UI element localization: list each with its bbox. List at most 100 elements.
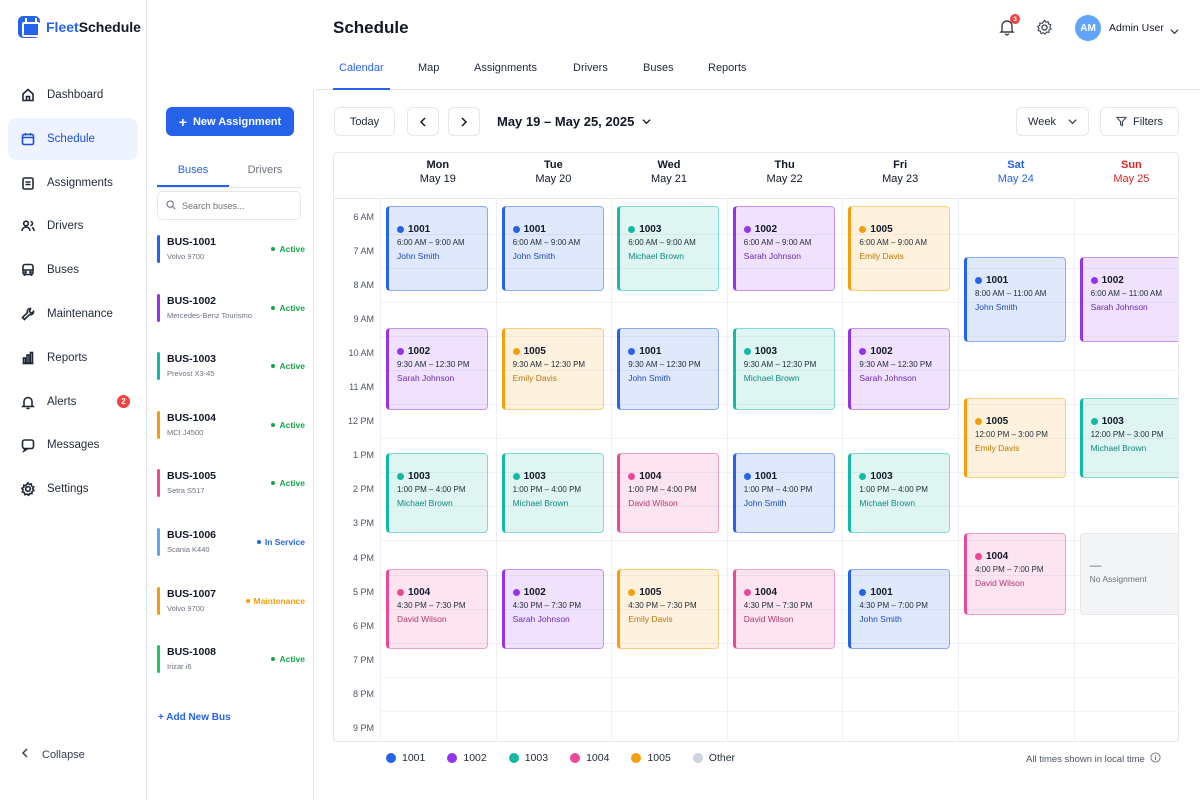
bus-list-item[interactable]: BUS-1005 Setra S517 Active [157, 466, 307, 525]
event-time: 12:00 PM – 3:00 PM [975, 430, 1048, 440]
notifications-button[interactable]: 3 [998, 14, 1020, 36]
day-name: Thu [774, 159, 795, 171]
assignment-event[interactable]: 1004 4:30 PM – 7:30 PM David Wilson [732, 568, 835, 649]
bus-list-item[interactable]: BUS-1006 Scania K440 In Service [157, 525, 307, 584]
assignment-event[interactable]: 1003 1:00 PM – 4:00 PM Michael Brown [501, 452, 604, 533]
brand-name-suffix: Schedule [78, 19, 141, 35]
assignment-event[interactable]: 1004 1:00 PM – 4:00 PM David Wilson [617, 452, 720, 533]
assignment-event[interactable]: 1001 4:30 PM – 7:00 PM John Smith [848, 568, 951, 649]
info-icon[interactable] [1150, 752, 1161, 766]
assignment-event[interactable]: 1003 12:00 PM – 3:00 PM Michael Brown [1079, 398, 1178, 479]
user-name[interactable]: Admin User [1109, 22, 1164, 34]
view-select[interactable]: Week [1016, 107, 1089, 136]
event-time: 8:00 AM – 11:00 AM [975, 288, 1047, 298]
tab-drivers[interactable]: Drivers [573, 62, 608, 74]
tab-assignments[interactable]: Assignments [474, 62, 537, 74]
event-driver: Sarah Johnson [743, 250, 801, 261]
day-name: Sat [1007, 159, 1025, 171]
filters-button[interactable]: Filters [1100, 107, 1179, 136]
hour-gridline [380, 676, 1178, 678]
sidebar-item-schedule[interactable]: Schedule [8, 117, 138, 160]
bus-list-item[interactable]: BUS-1004 MCI J4500 Active [157, 408, 307, 467]
assignment-event[interactable]: 1003 1:00 PM – 4:00 PM Michael Brown [386, 452, 488, 533]
tab-buses[interactable]: Buses [157, 158, 229, 187]
assignment-event[interactable]: 1002 9:30 AM – 12:30 PM Sarah Johnson [848, 328, 951, 411]
brand[interactable]: FleetSchedule [18, 16, 141, 38]
assignment-event[interactable]: 1001 8:00 AM – 11:00 AM John Smith [964, 256, 1066, 342]
prev-week-button[interactable] [407, 107, 439, 136]
assignment-event[interactable]: 1002 9:30 AM – 12:30 PM Sarah Johnson [386, 328, 488, 411]
today-button[interactable]: Today [334, 107, 395, 136]
assignment-event[interactable]: 1001 9:30 AM – 12:30 PM John Smith [617, 328, 720, 411]
gear-icon [20, 481, 36, 497]
page-title: Schedule [333, 18, 409, 37]
day-header-sun: Sun May 25 [1074, 159, 1178, 185]
next-week-button[interactable] [448, 107, 480, 136]
avatar[interactable]: AM [1075, 15, 1101, 41]
day-column-divider [611, 199, 613, 741]
bus-list-item[interactable]: BUS-1002 Mercedes-Benz Tourismo Active [157, 291, 307, 350]
assignment-event[interactable]: 1004 4:30 PM – 7:30 PM David Wilson [386, 568, 488, 649]
status-badge: Active [271, 420, 305, 430]
assignment-event[interactable]: 1005 6:00 AM – 9:00 AM Emily Davis [848, 205, 951, 291]
bus-id: BUS-1005 [167, 470, 217, 483]
event-bus-number: 1004 [397, 587, 487, 598]
sidebar-item-maintenance[interactable]: Maintenance [8, 293, 138, 335]
assignment-event[interactable]: 1005 12:00 PM – 3:00 PM Emily Davis [964, 398, 1066, 479]
event-bus-number: 1004 [628, 471, 718, 482]
assignment-event[interactable]: 1001 1:00 PM – 4:00 PM John Smith [732, 452, 835, 533]
sidebar-item-messages[interactable]: Messages [8, 424, 138, 466]
tab-map[interactable]: Map [418, 62, 440, 74]
bus-list-item[interactable]: BUS-1008 Irizar i6 Active [157, 642, 307, 701]
event-time: 1:00 PM – 4:00 PM [859, 484, 928, 494]
search-input[interactable] [182, 200, 292, 211]
event-time: 6:00 AM – 11:00 AM [1090, 288, 1163, 298]
sidebar-item-drivers[interactable]: Drivers [8, 205, 138, 247]
sidebar-item-reports[interactable]: Reports [8, 337, 138, 379]
assignment-event[interactable]: 1004 4:00 PM – 7:00 PM David Wilson [964, 532, 1066, 615]
bus-model: Volvo 9700 [167, 603, 205, 613]
legend-item: Other [692, 752, 735, 764]
event-bus-number: 1001 [397, 224, 487, 235]
empty-slot[interactable]: — No Assignment [1079, 532, 1178, 615]
assignment-event[interactable]: 1001 6:00 AM – 9:00 AM John Smith [386, 205, 488, 291]
event-time: 9:30 AM – 12:30 PM [512, 360, 586, 370]
tab-reports[interactable]: Reports [708, 62, 747, 74]
tab-drivers[interactable]: Drivers [247, 164, 283, 176]
assignment-event[interactable]: 1003 9:30 AM – 12:30 PM Michael Brown [732, 328, 835, 411]
tab-buses[interactable]: Buses [643, 62, 674, 74]
hour-label: 10 AM [348, 347, 374, 358]
status-badge: Active [271, 361, 305, 371]
tab-calendar[interactable]: Calendar [333, 48, 390, 90]
sidebar-item-alerts[interactable]: Alerts 2 [8, 381, 138, 423]
settings-button[interactable] [1036, 19, 1053, 36]
event-driver: Sarah Johnson [1090, 301, 1148, 312]
assignment-event[interactable]: 1003 6:00 AM – 9:00 AM Michael Brown [617, 205, 720, 291]
assignment-event[interactable]: 1001 6:00 AM – 9:00 AM John Smith [501, 205, 604, 291]
new-assignment-button[interactable]: + New Assignment [166, 107, 294, 136]
hour-label: 8 AM [353, 279, 374, 290]
add-new-bus-link[interactable]: + Add New Bus [158, 712, 231, 723]
sidebar-item-buses[interactable]: Buses [8, 249, 138, 291]
collapse-button[interactable]: Collapse [20, 748, 85, 761]
event-driver: Emily Davis [628, 613, 673, 624]
sidebar-item-assignments[interactable]: Assignments [8, 162, 138, 204]
chevron-down-icon[interactable] [1170, 23, 1179, 41]
assignment-event[interactable]: 1005 9:30 AM – 12:30 PM Emily Davis [501, 328, 604, 411]
legend-swatch [692, 753, 703, 763]
assignment-event[interactable]: 1005 4:30 PM – 7:30 PM Emily Davis [617, 568, 720, 649]
bus-id: BUS-1003 [167, 353, 217, 366]
sidebar-item-dashboard[interactable]: Dashboard [8, 74, 138, 116]
assignment-event[interactable]: 1002 4:30 PM – 7:30 PM Sarah Johnson [501, 568, 604, 649]
sidebar-item-settings[interactable]: Settings [8, 468, 138, 510]
sidebar-item-label: Messages [47, 439, 100, 452]
bus-list-item[interactable]: BUS-1007 Volvo 9700 Maintenance [157, 584, 307, 643]
legend-label: 1005 [647, 752, 671, 764]
assignment-event[interactable]: 1003 1:00 PM – 4:00 PM Michael Brown [848, 452, 951, 533]
bus-list-item[interactable]: BUS-1001 Volvo 9700 Active [157, 232, 307, 291]
assignment-event[interactable]: 1002 6:00 AM – 11:00 AM Sarah Johnson [1079, 256, 1178, 342]
assignment-event[interactable]: 1002 6:00 AM – 9:00 AM Sarah Johnson [732, 205, 835, 291]
bus-id: BUS-1006 [167, 528, 217, 541]
bus-list-item[interactable]: BUS-1003 Prevost X3-45 Active [157, 349, 307, 408]
date-range-picker[interactable]: May 19 – May 25, 2025 [497, 114, 651, 129]
